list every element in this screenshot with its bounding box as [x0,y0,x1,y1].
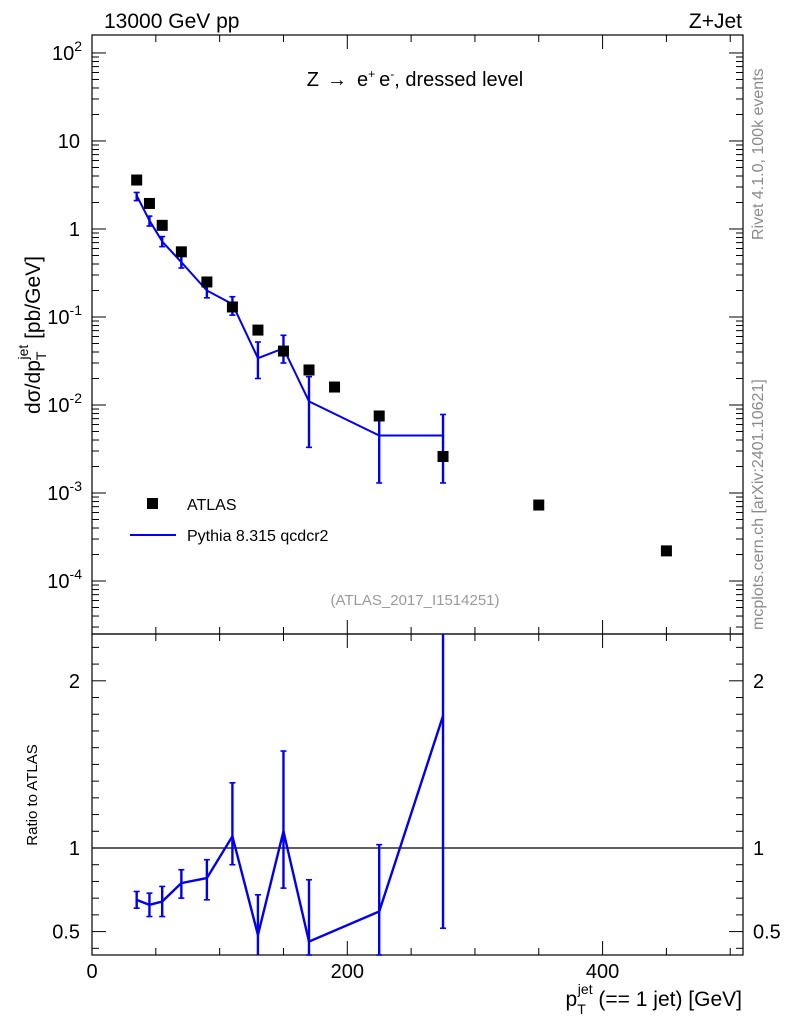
x-tick-label: 200 [331,961,364,983]
ratio-line [136,715,445,944]
legend-data-label: ATLAS [187,497,237,514]
legend-data-marker [147,498,158,509]
ratio-y-tick-label-right: 0.5 [753,922,781,944]
atlas-data-point [277,345,289,357]
main-y-tick-label: 10-4 [47,566,82,593]
ratio-y-tick-label: 2 [69,671,80,693]
x-axis-label: pTjet (== 1 jet) [GeV] [566,981,742,1017]
process-title: Z → e+ e-, dressed level [307,67,523,91]
ratio-y-tick-label-right: 1 [753,838,764,860]
ratio-y-tick-label-right: 2 [753,671,764,693]
atlas-data-point [437,450,449,462]
analysis-tag: (ATLAS_2017_I1514251) [330,592,499,609]
mcplots-label: mcplots.cern.ch [arXiv:2401.10621] [750,379,767,630]
main-y-tick-label: 102 [52,38,82,65]
atlas-data-point [373,410,385,422]
ratio-y-tick-label: 1 [69,838,80,860]
main-y-axis-label: dσ/dpTjet [pb/GeV] [15,256,49,414]
ratio-plot-area [133,634,447,956]
x-tick-label: 400 [586,961,619,983]
ratio-y-axis: 0.5 0.5 1 1 2 2 [52,646,781,949]
main-y-tick-label: 10-3 [47,478,82,505]
legend-mc-label: Pythia 8.315 qcdcr2 [187,528,329,545]
x-axis: 0 200 400 [86,35,731,983]
atlas-data-point [533,499,545,511]
beam-label: 13000 GeV pp [104,10,239,33]
atlas-data-point [660,545,672,557]
atlas-data-point [252,324,264,336]
atlas-data-point [156,219,168,231]
mc-line [135,195,444,437]
atlas-data-point [175,246,187,258]
atlas-data-point [143,197,155,209]
atlas-data-point [226,301,238,313]
main-y-tick-label: 10-2 [47,390,82,417]
main-y-axis: 102 10 1 10-1 10-2 10-3 10-4 [47,38,743,628]
atlas-data-point [131,174,143,186]
ratio-y-axis-label: Ratio to ATLAS [24,744,41,845]
main-plot-area [131,174,672,557]
atlas-data-point [201,276,213,288]
ratio-y-tick-label: 0.5 [52,922,80,944]
atlas-data-point [329,381,341,393]
main-y-tick-label: 1 [69,219,80,241]
main-y-tick-label: 10-1 [47,302,82,329]
rivet-label: Rivet 4.1.0, 100k events [750,68,767,240]
x-tick-label: 0 [86,961,97,983]
main-y-tick-label: 10 [58,131,80,153]
process-label: Z+Jet [689,10,742,33]
ratio-panel-frame [91,633,744,956]
atlas-data-point [303,364,315,376]
